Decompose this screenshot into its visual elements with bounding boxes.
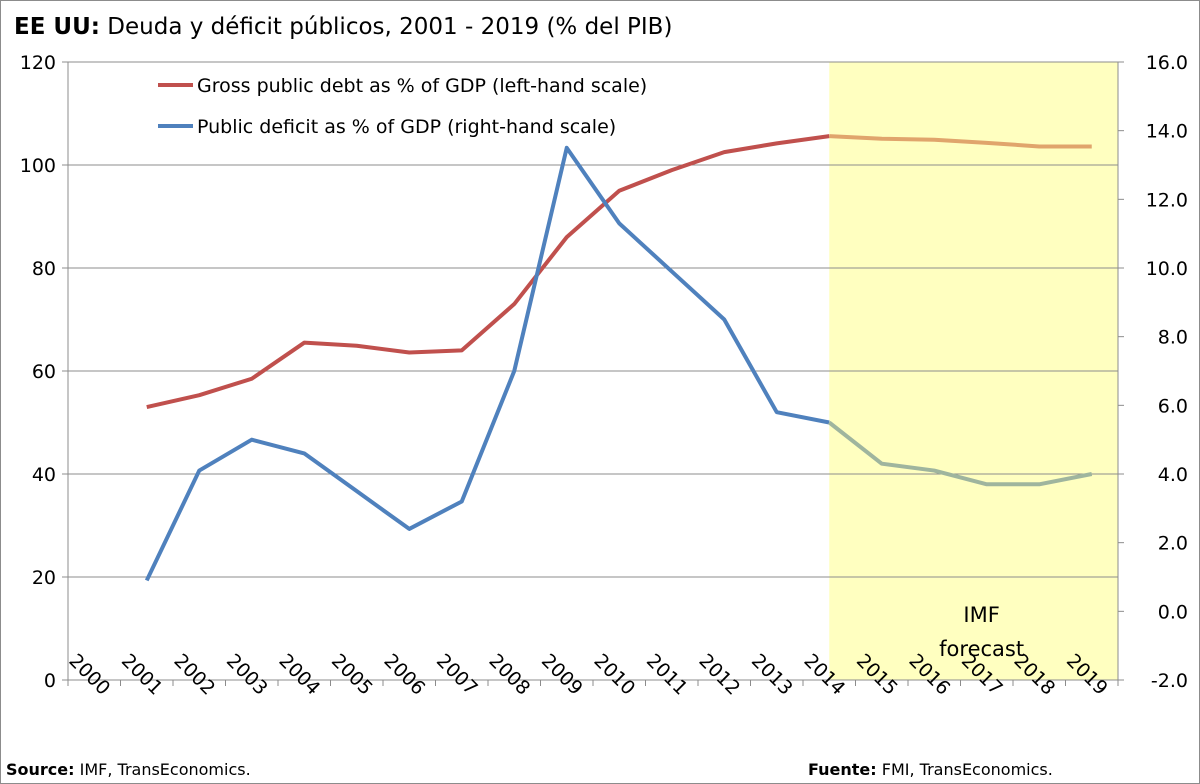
x-tick-label: 2000 <box>65 650 115 700</box>
source-label: Source: <box>6 760 75 779</box>
fuente-note: Fuente: FMI, TransEconomics. <box>808 760 1053 779</box>
forecast-label-line1: IMF <box>963 603 999 627</box>
right-tick-label: -2.0 <box>1151 670 1188 692</box>
right-tick-label: 14.0 <box>1146 121 1188 143</box>
x-tick-label: 2001 <box>117 650 167 700</box>
debt-legend-label: Gross public debt as % of GDP (left-hand… <box>197 75 647 97</box>
x-tick-label: 2004 <box>275 650 325 700</box>
x-tick-label: 2006 <box>380 650 430 700</box>
source-note: Source: IMF, TransEconomics. <box>6 760 251 779</box>
right-tick-label: 12.0 <box>1146 189 1188 211</box>
title-rest: Deuda y déficit públicos, 2001 - 2019 (%… <box>99 14 673 40</box>
debt-line <box>146 134 830 410</box>
x-tick-label: 2010 <box>590 650 640 700</box>
x-tick-label: 2005 <box>327 650 377 700</box>
right-tick-label: 2.0 <box>1158 533 1188 555</box>
right-tick-label: 0.0 <box>1158 601 1188 623</box>
debt-forecast-line <box>829 134 1092 149</box>
left-tick-label: 0 <box>44 670 56 692</box>
right-tick-label: 8.0 <box>1158 327 1188 349</box>
left-tick-label: 120 <box>20 52 56 74</box>
x-tick-label: 2008 <box>485 650 535 700</box>
fuente-text: FMI, TransEconomics. <box>876 760 1053 779</box>
deficit-forecast-line <box>828 420 1093 487</box>
right-tick-label: 10.0 <box>1146 258 1188 280</box>
left-tick-label: 80 <box>32 258 56 280</box>
deficit-legend-label: Public deficit as % of GDP (right-hand s… <box>197 116 616 138</box>
x-tick-label: 2009 <box>537 650 587 700</box>
left-tick-label: 20 <box>32 567 56 589</box>
left-tick-label: 40 <box>32 464 56 486</box>
x-tick-label: 2002 <box>170 650 220 700</box>
x-tick-label: 2007 <box>432 650 482 700</box>
x-tick-label: 2003 <box>222 650 272 700</box>
right-tick-label: 6.0 <box>1158 395 1188 417</box>
right-tick-label: 16.0 <box>1146 52 1188 74</box>
left-tick-label: 100 <box>20 155 56 177</box>
x-tick-label: 2011 <box>642 650 692 700</box>
x-tick-label: 2013 <box>747 650 797 700</box>
title-bold: EE UU: <box>14 14 100 40</box>
deficit-line <box>144 145 830 582</box>
source-text: IMF, TransEconomics. <box>74 760 251 779</box>
right-tick-label: 4.0 <box>1158 464 1188 486</box>
fuente-label: Fuente: <box>808 760 877 779</box>
chart-title: EE UU: Deuda y déficit públicos, 2001 - … <box>14 14 672 40</box>
x-tick-label: 2012 <box>695 650 745 700</box>
left-tick-label: 60 <box>32 361 56 383</box>
forecast-label-line2: forecast <box>939 637 1024 661</box>
